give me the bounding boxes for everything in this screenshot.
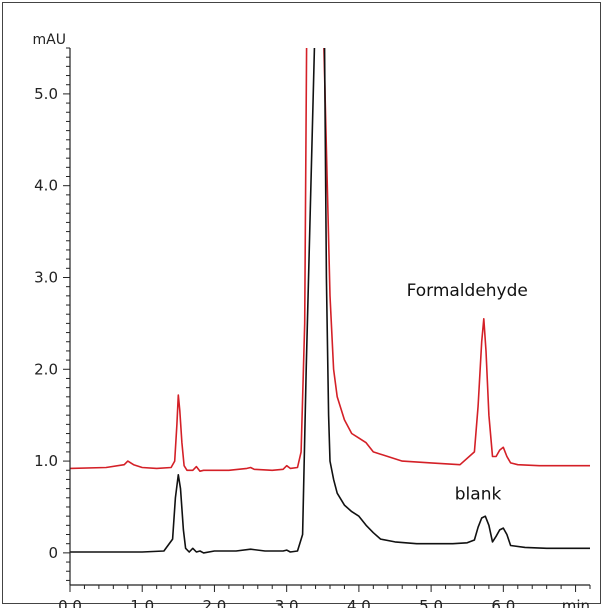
annotation-blank: blank — [455, 485, 502, 505]
x-tick-label: 6.0 — [491, 597, 515, 608]
x-tick-label: 0.0 — [58, 597, 82, 608]
x-tick-label: 4.0 — [347, 597, 371, 608]
axes-layer — [63, 47, 591, 592]
y-tick-label: 3.0 — [34, 268, 58, 286]
y-tick-label: 5.0 — [34, 85, 58, 103]
series-line-formaldehyde — [70, 48, 590, 472]
series-layer — [70, 48, 590, 554]
y-tick-label: 0 — [48, 544, 58, 562]
x-tick-label: 3.0 — [275, 597, 299, 608]
x-axis-label: min — [562, 597, 590, 608]
x-tick-label: 1.0 — [130, 597, 154, 608]
series-line-blank — [70, 48, 590, 554]
labels-layer: 0 1.0 2.0 3.0 4.0 5.0 0.0 1.0 2.0 3.0 4.0 5.0 6.0 mAU… — [33, 32, 590, 608]
y-tick-label: 4.0 — [34, 177, 58, 195]
x-tick-label: 2.0 — [203, 597, 227, 608]
y-tick-label: 1.0 — [34, 452, 58, 470]
y-axis-label: mAU — [33, 32, 66, 48]
y-tick-label: 2.0 — [34, 360, 58, 378]
x-tick-label: 5.0 — [419, 597, 443, 608]
annotation-formaldehyde: Formaldehyde — [407, 281, 528, 301]
